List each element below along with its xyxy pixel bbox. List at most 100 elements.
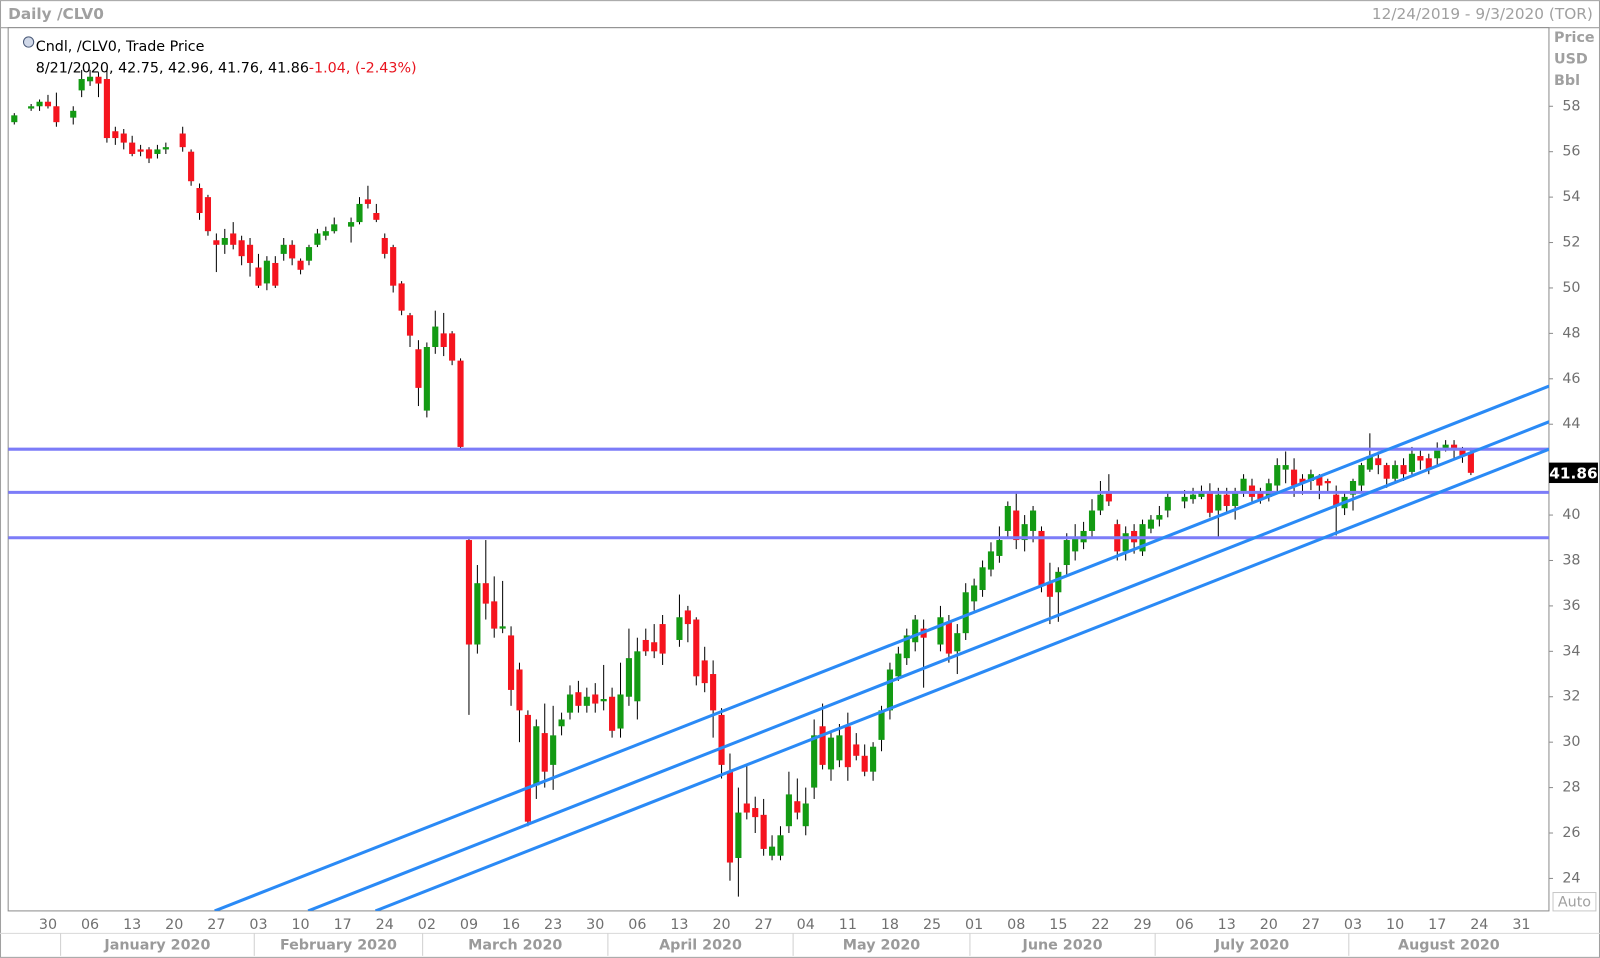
- x-tick-label: 04: [797, 917, 815, 933]
- candle-body: [1122, 533, 1129, 552]
- candle-body: [449, 333, 456, 361]
- legend-date: 8/21/2020: [36, 61, 109, 77]
- x-tick-label: 27: [207, 917, 225, 933]
- candle-body: [1299, 478, 1306, 484]
- legend-close: 41.86: [268, 61, 309, 77]
- candle-body: [1004, 505, 1011, 531]
- candle-body: [1265, 483, 1272, 497]
- candle-body: [676, 617, 683, 640]
- legend-icon[interactable]: [22, 36, 35, 48]
- candle-body: [1392, 465, 1399, 479]
- candle-body: [381, 237, 388, 254]
- candle-body: [432, 326, 439, 348]
- candle-body: [954, 633, 961, 652]
- candle-body: [802, 803, 809, 827]
- auto-label[interactable]: Auto: [1558, 895, 1591, 911]
- last-price-label: 41.86: [1549, 464, 1597, 482]
- x-tick-label: 03: [249, 917, 267, 933]
- y-tick-label: 24: [1562, 870, 1580, 886]
- chart-title: Daily /CLV0: [8, 5, 104, 23]
- y-tick-label: 44: [1562, 416, 1580, 432]
- candle-body: [145, 149, 153, 159]
- candle-body: [1417, 456, 1424, 461]
- plot-area: [7, 27, 1550, 912]
- candle-body: [1198, 492, 1205, 497]
- candle-body: [710, 674, 717, 711]
- candle-body: [322, 231, 329, 236]
- legend-high: 42.96: [168, 61, 209, 77]
- candle-body: [1316, 476, 1323, 486]
- candle-body: [844, 726, 851, 768]
- candle-body: [566, 694, 574, 713]
- candle-body: [356, 203, 363, 223]
- x-tick-label: 20: [1260, 917, 1278, 933]
- candle-body: [482, 583, 489, 604]
- x-tick-label: 13: [670, 917, 688, 933]
- axis-header: Bbl: [1554, 73, 1580, 89]
- candle-body: [129, 142, 136, 154]
- candle-body: [996, 540, 1003, 556]
- candle-body: [1156, 515, 1163, 520]
- candle-body: [575, 692, 582, 706]
- month-label: July 2020: [1214, 938, 1289, 954]
- candle-body: [289, 244, 296, 259]
- trendline: [214, 384, 1549, 911]
- x-tick-label: 09: [460, 917, 478, 933]
- legend-values: 8/21/2020, 42.75, 42.96, 41.76, 41.86-1.…: [36, 61, 417, 77]
- candle-body: [1240, 478, 1247, 493]
- candle-body: [609, 696, 616, 731]
- legend-change: -1.04: [309, 61, 346, 77]
- candle-body: [524, 714, 531, 822]
- candle-body: [373, 213, 380, 220]
- candle-body: [507, 635, 515, 690]
- candle-body: [1257, 492, 1264, 500]
- candle-body: [659, 624, 666, 654]
- candle-body: [1450, 444, 1458, 450]
- candle-body: [112, 131, 119, 139]
- y-tick-label: 34: [1562, 643, 1580, 659]
- candle-body: [246, 244, 254, 263]
- candle-body: [1013, 510, 1020, 541]
- month-label: May 2020: [843, 938, 921, 954]
- x-tick-label: 10: [1386, 917, 1404, 933]
- candle-body: [204, 197, 212, 232]
- candle-body: [718, 714, 725, 765]
- candle-body: [701, 660, 708, 684]
- candle-body: [238, 240, 245, 257]
- candle-body: [777, 835, 784, 856]
- candle-body: [895, 653, 902, 677]
- candle-body: [1030, 510, 1037, 531]
- candle-body: [415, 349, 422, 388]
- legend-change-pct: (-2.43%): [355, 61, 417, 77]
- y-tick-label: 52: [1562, 235, 1580, 251]
- candle-body: [533, 726, 540, 786]
- candle-body: [465, 540, 473, 645]
- candle-body: [120, 133, 127, 143]
- x-tick-label: 24: [1470, 917, 1488, 933]
- candle-body: [440, 333, 447, 348]
- x-tick-label: 02: [418, 917, 436, 933]
- candle-body: [36, 101, 43, 107]
- candle-body: [1425, 458, 1432, 470]
- y-tick-label: 50: [1562, 280, 1580, 296]
- x-tick-label: 25: [923, 917, 941, 933]
- plot-layer: [8, 69, 1549, 911]
- candle-body: [305, 247, 313, 261]
- candle-body: [962, 592, 969, 634]
- candle-body: [28, 106, 35, 109]
- candle-body: [853, 744, 860, 756]
- legend-open: 42.75: [118, 61, 159, 77]
- candle-body: [78, 79, 85, 91]
- y-tick-label: 26: [1562, 825, 1580, 841]
- candle-body: [769, 846, 776, 856]
- auto-button[interactable]: [1552, 892, 1597, 912]
- y-tick-label: 48: [1562, 325, 1580, 341]
- candle-body: [987, 551, 995, 570]
- candle-body: [583, 696, 590, 706]
- candle-body: [878, 710, 885, 740]
- candle-body: [1232, 492, 1239, 506]
- separator: ,: [209, 61, 218, 77]
- x-tick-label: 20: [712, 917, 730, 933]
- candle-body: [1223, 494, 1230, 506]
- candle-body: [870, 746, 877, 772]
